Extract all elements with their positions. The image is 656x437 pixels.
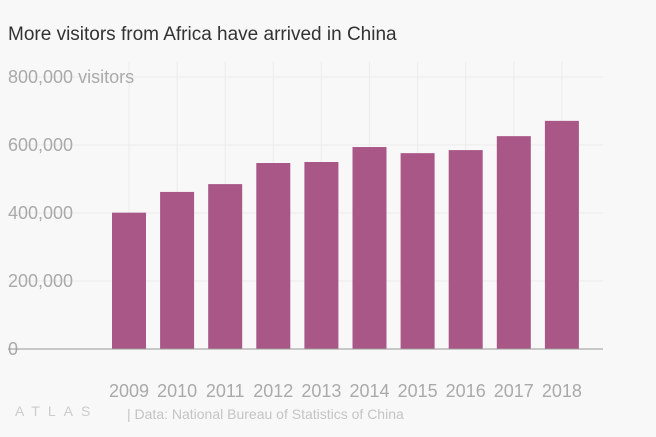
- y-tick-label: 600,000: [8, 135, 73, 155]
- x-tick-label: 2009: [109, 381, 149, 401]
- x-tick-label: 2011: [206, 381, 245, 401]
- bar-2015: [400, 153, 435, 349]
- chart-title: More visitors from Africa have arrived i…: [8, 24, 397, 45]
- x-tick-label: 2018: [542, 381, 582, 401]
- y-tick-label: 200,000: [8, 271, 73, 291]
- x-tick-label: 2017: [494, 381, 534, 401]
- y-tick-label: 400,000: [8, 203, 73, 223]
- x-tick-label: 2015: [398, 381, 438, 401]
- x-tick-label: 2012: [253, 381, 293, 401]
- x-tick-label: 2013: [301, 381, 341, 401]
- bar-2013: [304, 162, 339, 349]
- source-note: | Data: National Bureau of Statistics of…: [127, 406, 404, 422]
- bar-2009: [112, 212, 146, 349]
- x-tick-label: 2010: [157, 381, 197, 401]
- bar-2014: [352, 147, 387, 349]
- atlas-logo: ATLAS: [15, 403, 99, 419]
- bar-2011: [208, 184, 243, 349]
- bar-2012: [256, 163, 291, 349]
- x-tick-label: 2014: [349, 381, 389, 401]
- y-tick-label: 800,000 visitors: [8, 67, 134, 87]
- bar-2016: [448, 150, 483, 349]
- bar-2018: [544, 120, 579, 349]
- x-tick-label: 2016: [446, 381, 486, 401]
- bar-2017: [496, 136, 531, 349]
- bar-2010: [160, 191, 195, 349]
